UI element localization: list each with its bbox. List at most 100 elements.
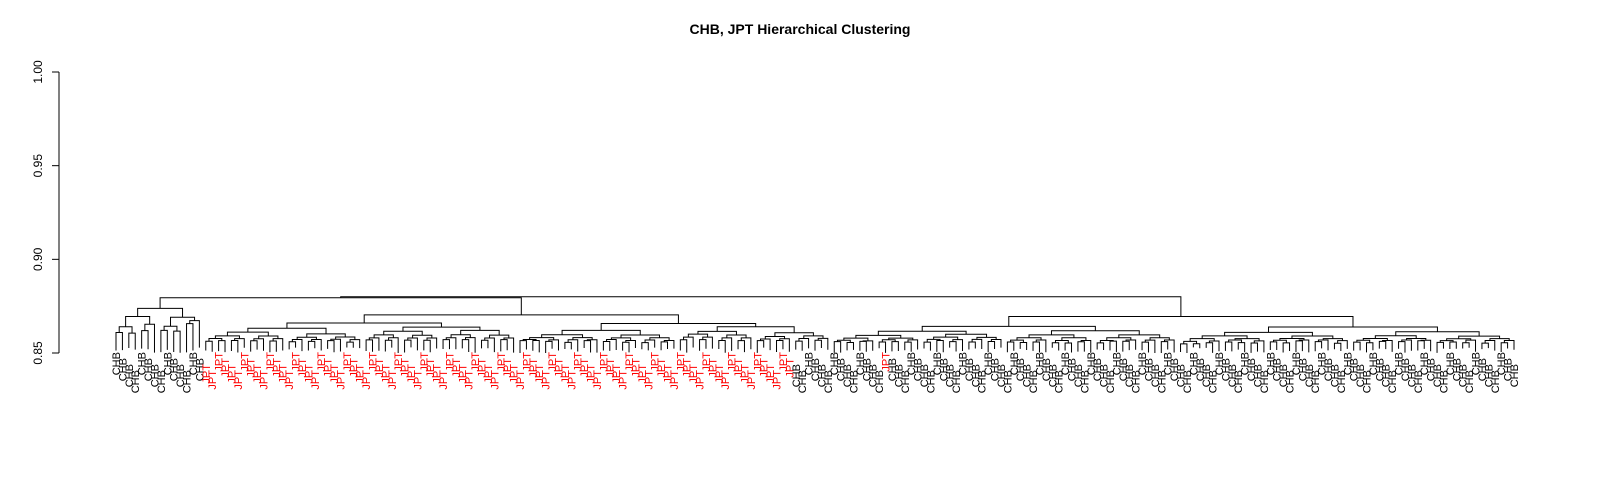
leaf-label: JPT [419, 352, 431, 372]
leaf-label: JPT [650, 352, 662, 372]
leaf-label: CHB [1310, 370, 1322, 393]
leaf-label: JPT [586, 364, 598, 384]
leaf-label: CHB [893, 364, 905, 387]
dendrogram-branch [1208, 340, 1220, 352]
leaf-label: CHB [1073, 364, 1085, 387]
leaf-label: JPT [553, 358, 565, 378]
leaf-label: CHB [938, 358, 950, 381]
dendrogram-branch [170, 316, 196, 327]
leaf-label: JPT [374, 358, 386, 378]
dendrogram-branch [923, 341, 931, 351]
dendrogram-branch [1489, 338, 1510, 341]
leaf-label: CHB [925, 370, 937, 393]
dendrogram-branch [1500, 342, 1509, 353]
dendrogram-branch [740, 337, 752, 350]
leaf-label: JPT [214, 352, 226, 372]
leaf-label: JPT [515, 370, 527, 390]
dendrogram-branch [186, 323, 194, 353]
leaf-label: JPT [233, 370, 245, 390]
dendrogram-branch [1462, 342, 1470, 349]
leaf-label: CHB [932, 352, 944, 375]
dendrogram-branch [976, 336, 997, 340]
leaf-label: CHB [111, 352, 123, 375]
dendrogram-branch [548, 339, 559, 351]
dendrogram-branch [687, 333, 709, 338]
leaf-label: CHB [1252, 364, 1264, 387]
leaf-label: JPT [342, 352, 354, 372]
dendrogram-branch [1291, 335, 1334, 339]
dendrogram-branch [1417, 340, 1425, 351]
leaf-label: CHB [1387, 370, 1399, 393]
leaf-label: CHB [1349, 358, 1361, 381]
leaf-label: CHB [816, 364, 828, 387]
dendrogram-branch [1016, 337, 1042, 341]
leaf-label: CHB [1419, 352, 1431, 375]
dendrogram-branch [1192, 343, 1201, 349]
leaf-label: CHB [1503, 358, 1515, 381]
leaf-label: CHB [117, 358, 129, 381]
leaf-label: JPT [284, 370, 296, 390]
leaf-label: CHB [1143, 358, 1155, 381]
dendrogram-branch [1054, 340, 1069, 343]
leaf-label: CHB [906, 352, 918, 375]
leaf-label: JPT [310, 370, 322, 390]
dendrogram-branch [503, 337, 515, 353]
dendrogram-branch [987, 340, 996, 353]
leaf-label: JPT [759, 358, 771, 378]
leaf-label: CHB [810, 358, 822, 381]
dendrogram-branch [465, 337, 476, 353]
leaf-label: CHB [1079, 370, 1091, 393]
leaf-label: CHB [1400, 358, 1412, 381]
leaf-label: JPT [412, 370, 424, 390]
leaf-label: JPT [278, 364, 290, 384]
leaf-label: JPT [201, 364, 213, 384]
leaf-label: CHB [1426, 358, 1438, 381]
leaf-label: CHB [1118, 358, 1130, 381]
leaf-label: CHB [1067, 358, 1079, 381]
leaf-label: CHB [1220, 358, 1232, 381]
dendrogram-branch [1205, 342, 1214, 353]
dendrogram-branch [388, 337, 399, 353]
dendrogram-branch [718, 340, 726, 353]
dendrogram-branch [365, 339, 374, 352]
leaf-label: JPT [579, 358, 591, 378]
dendrogram-branch [1061, 337, 1087, 341]
leaf-label: CHB [1195, 358, 1207, 381]
dendrogram-branch [327, 340, 335, 353]
dendrogram-branch [1314, 341, 1323, 352]
dendrogram-branch [764, 335, 786, 339]
leaf-label: CHB [1233, 370, 1245, 393]
leaf-label: CHB [1099, 364, 1111, 387]
leaf-label: JPT [573, 352, 585, 372]
y-axis: 0.85 0.90 0.95 1.00 [31, 60, 60, 365]
dendrogram-branch [1032, 341, 1040, 353]
leaf-label: CHB [1323, 358, 1335, 381]
leaf-label: CHB [1201, 364, 1213, 387]
dendrogram-branch [307, 340, 316, 351]
dendrogram-branch [877, 330, 967, 336]
leaf-label: JPT [611, 364, 623, 384]
leaf-label: JPT [271, 358, 283, 378]
leaf-label: JPT [425, 358, 437, 378]
leaf-label: CHB [1009, 352, 1021, 375]
leaf-label: CHB [130, 370, 142, 393]
leaf-label: CHB [156, 370, 168, 393]
dendrogram-branch [189, 320, 200, 348]
leaf-label: CHB [836, 358, 848, 381]
dendrogram-branch [625, 340, 636, 348]
dendrogram-branch [1420, 339, 1432, 352]
leaf-label: CHB [1464, 370, 1476, 393]
dendrogram-branch [226, 331, 269, 336]
dendrogram-branch [1269, 341, 1278, 351]
dendrogram-branch [936, 339, 944, 353]
dendrogram-branch [702, 336, 713, 349]
dendrogram-branch [564, 341, 572, 350]
leaf-label: CHB [1002, 370, 1014, 393]
leaf-label: JPT [695, 370, 707, 390]
dendrogram-branch [1458, 335, 1501, 339]
dendrogram-branch [1449, 341, 1457, 350]
leaf-label: JPT [605, 358, 617, 378]
leaf-label: CHB [1458, 364, 1470, 387]
leaf-label: CHB [957, 352, 969, 375]
leaf-label: JPT [733, 358, 745, 378]
